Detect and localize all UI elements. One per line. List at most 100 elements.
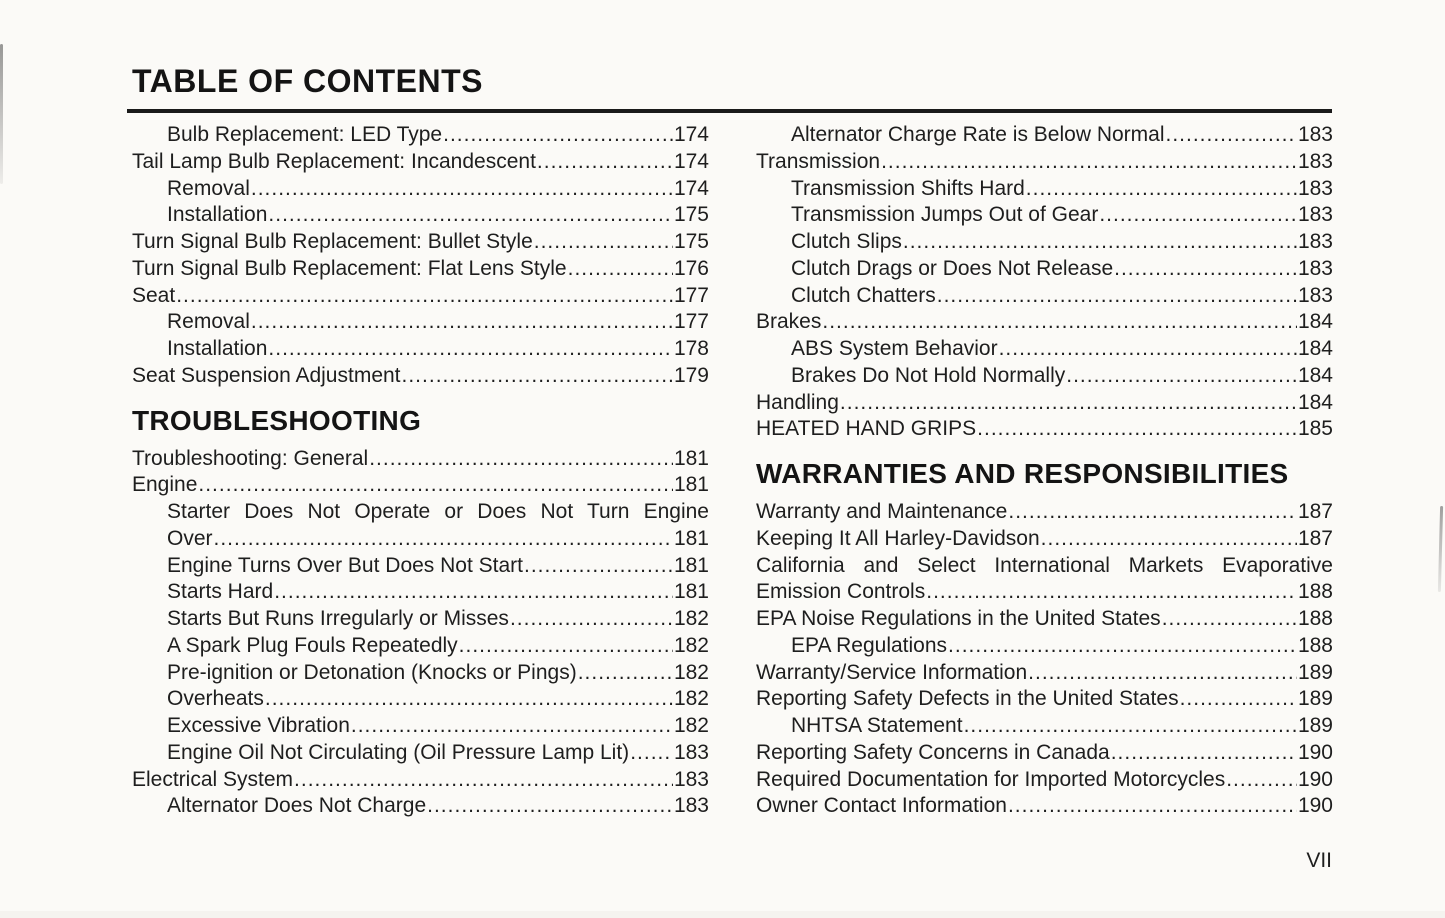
toc-left-column: Bulb Replacement: LED Type174Tail Lamp B…: [132, 122, 709, 820]
scan-artifact-left-edge: [0, 44, 3, 184]
toc-entry-label: Transmission Jumps Out of Gear: [791, 203, 1099, 227]
toc-entry-page-number: 182: [673, 714, 709, 737]
toc-entry: Keeping It All Harley-Davidson 187: [756, 526, 1333, 553]
toc-entry-label: Engine Oil Not Circulating (Oil Pressure…: [167, 740, 630, 764]
toc-entry-label: Alternator Does Not Charge: [167, 794, 427, 818]
toc-entry-page-number: 181: [673, 553, 709, 577]
toc-entry-page-number: 187: [1297, 526, 1333, 550]
dot-leader: [1162, 606, 1297, 633]
toc-entry-page-number: 183: [673, 794, 709, 818]
dot-leader: [268, 202, 673, 229]
toc-entry-page-number: 183: [1297, 203, 1333, 227]
dot-leader: [1066, 363, 1297, 390]
toc-entry-label: Warranty/Service Information: [756, 660, 1028, 684]
toc-entry-page-number: 174: [673, 123, 709, 146]
section-heading: TROUBLESHOOTING: [132, 404, 422, 436]
dot-leader: [578, 660, 673, 687]
toc-entry-label: Engine: [132, 473, 198, 497]
toc-entry-page-number: 189: [1297, 687, 1333, 711]
dot-leader: [524, 553, 673, 580]
dot-leader: [630, 740, 673, 767]
toc-entry-page-number: 183: [1297, 283, 1333, 307]
toc-entry: ABS System Behavior 184: [756, 336, 1333, 363]
dot-leader: [1226, 767, 1297, 794]
toc-entry-label: A Spark Plug Fouls Repeatedly: [167, 633, 458, 657]
toc-entry-label: Removal: [167, 176, 250, 200]
dot-leader: [568, 256, 673, 283]
dot-leader: [265, 686, 673, 713]
toc-entry-page-number: 184: [1297, 390, 1333, 414]
toc-entry-label: Transmission Shifts Hard: [791, 176, 1025, 200]
toc-entry-page-number: 183: [1297, 149, 1333, 173]
dot-leader: [427, 793, 673, 820]
scan-artifact-bottom-edge: [0, 911, 1445, 918]
toc-entry-label: ABS System Behavior: [791, 337, 998, 360]
toc-entry-label: Reporting Safety Concerns in Canada: [756, 740, 1110, 764]
toc-content: TABLE OF CONTENTS Bulb Replacement: LED …: [127, 0, 1333, 820]
toc-entry-label: Turn Signal Bulb Replacement: Flat Lens …: [132, 256, 567, 280]
toc-entry: Brakes Do Not Hold Normally 184: [756, 363, 1333, 390]
toc-entry: Overheats 182: [132, 686, 709, 713]
toc-entry-page-number: 185: [1297, 417, 1333, 441]
dot-leader: [1114, 256, 1297, 283]
toc-entry-label: Installation: [167, 337, 268, 360]
toc-entry: Handling 184: [756, 390, 1333, 417]
toc-entry-label: NHTSA Statement: [791, 714, 963, 737]
toc-entry: HEATED HAND GRIPS 185: [756, 416, 1333, 443]
toc-entry: Transmission Shifts Hard 183: [756, 176, 1333, 203]
toc-entry: Over 181: [132, 526, 709, 553]
corner-page-number: VII: [1306, 849, 1332, 872]
toc-entry-label: Removal: [167, 310, 250, 334]
dot-leader: [369, 446, 673, 473]
toc-entry: Removal 174: [132, 176, 709, 203]
dot-leader: [294, 767, 673, 794]
dot-leader: [1008, 793, 1297, 820]
toc-entry-label: HEATED HAND GRIPS: [756, 417, 977, 441]
toc-entry-page-number: 188: [1297, 607, 1333, 630]
toc-entry-label: Bulb Replacement: LED Type: [167, 123, 443, 146]
toc-entry: Clutch Slips 183: [756, 229, 1333, 256]
toc-entry: Starts But Runs Irregularly or Misses 182: [132, 606, 709, 633]
toc-entry-label: Brakes Do Not Hold Normally: [791, 363, 1066, 387]
toc-entry-page-number: 182: [673, 607, 709, 630]
toc-entry: Turn Signal Bulb Replacement: Bullet Sty…: [132, 229, 709, 256]
toc-entry: Emission Controls 188: [756, 579, 1333, 606]
toc-entry-label: EPA Regulations: [791, 633, 948, 657]
dot-leader: [459, 633, 673, 660]
dot-leader: [176, 283, 673, 310]
dot-leader: [274, 579, 673, 606]
toc-entry-page-number: 183: [1297, 176, 1333, 200]
dot-leader: [351, 713, 673, 740]
toc-entry: Starts Hard 181: [132, 579, 709, 606]
toc-entry: A Spark Plug Fouls Repeatedly 182: [132, 633, 709, 660]
toc-entry-label: Over: [167, 526, 213, 550]
toc-entry: Pre-ignition or Detonation (Knocks or Pi…: [132, 660, 709, 687]
toc-entry: Bulb Replacement: LED Type 174: [132, 122, 709, 149]
toc-entry-page-number: 177: [673, 310, 709, 334]
toc-entry-label: Electrical System: [132, 767, 294, 791]
toc-entry: Owner Contact Information 190: [756, 793, 1333, 820]
toc-entry: Engine 181: [132, 472, 709, 499]
toc-entry: NHTSA Statement 189: [756, 713, 1333, 740]
toc-entry-label: Installation: [167, 203, 268, 227]
dot-leader: [840, 390, 1297, 417]
toc-entry-label: Keeping It All Harley-Davidson: [756, 526, 1040, 550]
toc-entry-label: Pre-ignition or Detonation (Knocks or Pi…: [167, 660, 577, 684]
toc-entry-label: Alternator Charge Rate is Below Normal: [791, 123, 1165, 146]
toc-entry-page-number: 174: [673, 176, 709, 200]
dot-leader: [214, 526, 673, 553]
toc-entry-page-number: 190: [1297, 767, 1333, 791]
dot-leader: [1180, 686, 1297, 713]
toc-entry: Tail Lamp Bulb Replacement: Incandescent…: [132, 149, 709, 176]
toc-entry-page-number: 181: [673, 446, 709, 470]
toc-entry: Alternator Does Not Charge 183: [132, 793, 709, 820]
toc-entry: Clutch Chatters 183: [756, 283, 1333, 310]
toc-entry: Warranty/Service Information 189: [756, 660, 1333, 687]
toc-entry: EPA Noise Regulations in the United Stat…: [756, 606, 1333, 633]
dot-leader: [510, 606, 673, 633]
toc-entry-page-number: 181: [673, 526, 709, 550]
toc-entry-label: Seat: [132, 283, 176, 307]
toc-entry: EPA Regulations 188: [756, 633, 1333, 660]
toc-entry-page-number: 175: [673, 230, 709, 253]
toc-entry-page-number: 184: [1297, 363, 1333, 387]
